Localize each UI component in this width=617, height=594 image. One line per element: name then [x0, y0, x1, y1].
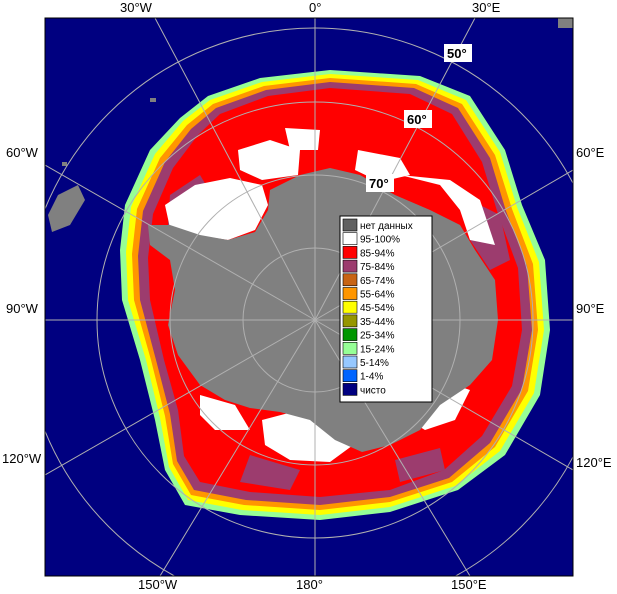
legend-swatch [342, 341, 358, 355]
lat-label-50: 50° [447, 46, 467, 61]
ice-purple-patch [240, 455, 300, 490]
ice-white-area [238, 140, 300, 180]
ice-white-area [400, 175, 495, 245]
land-specks [62, 162, 67, 166]
lat-label-50-bg [444, 44, 472, 62]
land-specks [48, 185, 85, 232]
lon-label-30e: 30°E [472, 0, 501, 15]
lon-label-0: 0° [309, 0, 321, 15]
legend-swatch [342, 300, 358, 314]
lon-label-120e: 120°E [576, 455, 612, 470]
lon-label-30w: 30°W [120, 0, 153, 15]
legend-label: 55-64% [360, 290, 395, 301]
lon-label-60w: 60°W [6, 145, 39, 160]
legend-label: 45-54% [360, 303, 395, 314]
legend-label: нет данных [360, 221, 413, 232]
lat-label-70: 70° [369, 176, 389, 191]
no-data-corner [558, 18, 573, 28]
legend-swatch [342, 328, 358, 341]
legend-swatch [342, 383, 358, 396]
legend-swatch [342, 314, 358, 328]
legend-label: 15-24% [360, 344, 395, 355]
legend-label: 35-44% [360, 317, 395, 328]
legend-label: чисто [360, 385, 386, 396]
map-frame [44, 17, 574, 577]
legend: нет данных 95-100% 85-94% 75-84% 65-74% 55-64… [339, 215, 433, 403]
legend-label: 85-94% [360, 248, 395, 259]
legend-swatch [342, 218, 358, 232]
lon-label-120w: 120°W [2, 451, 42, 466]
legend-label: 25-34% [360, 331, 395, 342]
legend-swatch [342, 369, 358, 383]
legend-label: 5-14% [360, 358, 389, 369]
lat-label-60: 60° [407, 112, 427, 127]
legend-swatch [342, 273, 358, 287]
lat-label-60-bg [404, 110, 432, 128]
lon-label-90e: 90°E [576, 301, 605, 316]
ice-white-area [165, 178, 268, 240]
legend-swatch [342, 355, 358, 369]
legend-swatch [342, 232, 358, 245]
legend-swatch [342, 287, 358, 300]
lon-label-150w: 150°W [138, 577, 178, 592]
legend-label: 75-84% [360, 262, 395, 273]
ice-white-area [285, 128, 320, 150]
ice-white-area [200, 395, 250, 430]
legend-label: 95-100% [360, 235, 400, 246]
legend-label: 65-74% [360, 276, 395, 287]
lon-label-150e: 150°E [451, 577, 487, 592]
legend-swatch [342, 246, 358, 259]
land-specks [150, 98, 156, 102]
lat-label-70-bg [366, 174, 394, 192]
lon-label-60e: 60°E [576, 145, 605, 160]
lon-label-180: 180° [296, 577, 323, 592]
legend-label: 1-4% [360, 372, 383, 383]
lon-label-90w: 90°W [6, 301, 39, 316]
legend-swatch [342, 259, 358, 273]
